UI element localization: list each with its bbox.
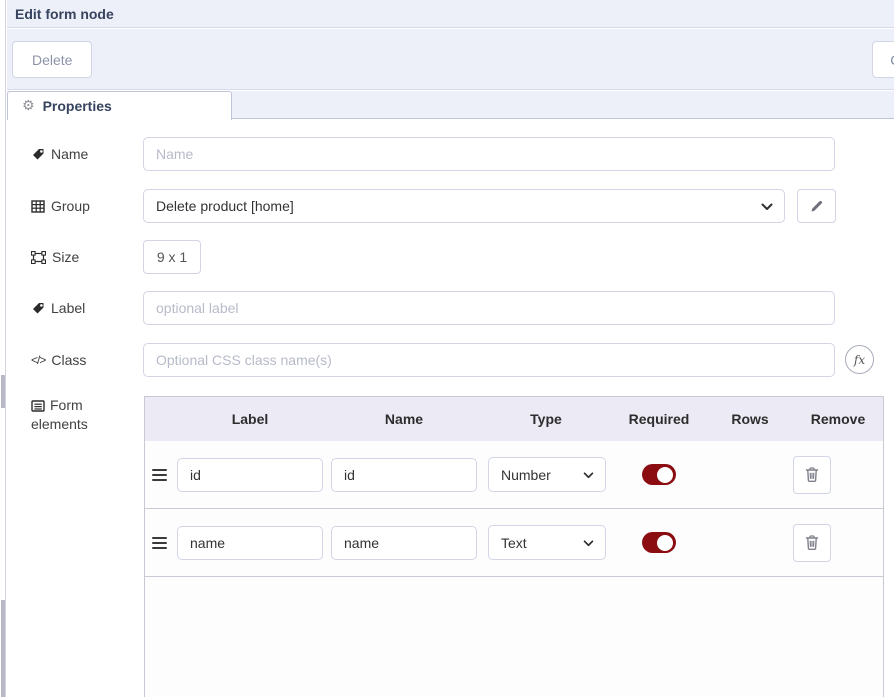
class-input[interactable] [143,343,835,377]
name-input[interactable] [143,137,835,171]
group-select-value: Delete product [home] [156,198,294,214]
tag-icon [31,301,45,315]
list-icon [31,400,45,412]
element-type-value: Number [501,466,551,483]
required-toggle[interactable] [642,464,676,485]
trash-icon [804,534,820,551]
element-type-value: Text [501,534,527,551]
remove-element-button[interactable] [793,455,831,494]
tab-properties[interactable]: ⚙ Properties [7,91,232,120]
table-icon [31,199,45,213]
size-button[interactable]: 9 x 1 [143,240,201,274]
tag-icon [31,147,45,161]
gear-icon: ⚙ [22,98,35,114]
code-icon: </> [31,353,46,367]
dialog-title: Edit form node [15,5,114,22]
scrollbar-thumb[interactable] [1,600,5,697]
cancel-button[interactable]: Cancel [872,41,894,78]
size-label: Size [30,240,137,274]
column-header-rows: Rows [731,411,769,427]
drag-handle-icon[interactable] [150,465,169,485]
group-label: Group [31,189,137,223]
column-header-label: Label [231,411,269,427]
element-name-input[interactable] [331,525,477,560]
form-element-row: Number [145,441,883,509]
element-type-select[interactable]: Text [488,525,606,560]
group-select[interactable]: Delete product [home] [143,189,785,223]
form-elements-label: Form elements [31,397,88,432]
dialog-toolbar: Delete Cancel [7,29,894,90]
object-group-icon [30,250,47,264]
required-toggle[interactable] [642,532,676,553]
form-elements-table: Label Name Type Required Rows Remove [144,396,884,697]
element-name-input[interactable] [331,457,477,492]
form-element-row: Text [145,509,883,577]
column-header-required: Required [628,411,690,427]
delete-button[interactable]: Delete [12,41,93,78]
element-label-input[interactable] [177,457,323,492]
form-elements-header: Label Name Type Required Rows Remove [145,397,883,441]
scrollbar-thumb[interactable] [1,375,5,408]
remove-element-button[interactable] [793,523,831,562]
pencil-icon [810,199,824,213]
column-header-name: Name [384,411,424,427]
drag-handle-icon[interactable] [150,533,169,553]
chevron-down-icon [583,539,594,547]
element-type-select[interactable]: Number [488,457,606,492]
left-scrollbar-track [0,0,6,697]
column-header-type: Type [530,411,562,427]
trash-icon [804,466,820,483]
column-header-remove: Remove [810,411,866,427]
tab-label: Properties [42,98,112,114]
chevron-down-icon [583,471,594,479]
tab-strip: ⚙ Properties [7,91,894,120]
element-label-input[interactable] [177,525,323,560]
class-label: </> Class [31,352,87,368]
edit-group-button[interactable] [797,189,836,223]
label-input[interactable] [143,291,835,325]
dialog-header: Edit form node [7,0,894,28]
label-label: Label [31,291,137,325]
dialog-content: Name Group Delete product [home] [7,120,894,697]
chevron-down-icon [761,203,773,211]
expression-fx-button[interactable]: fx [845,345,874,374]
name-label: Name [31,137,137,171]
